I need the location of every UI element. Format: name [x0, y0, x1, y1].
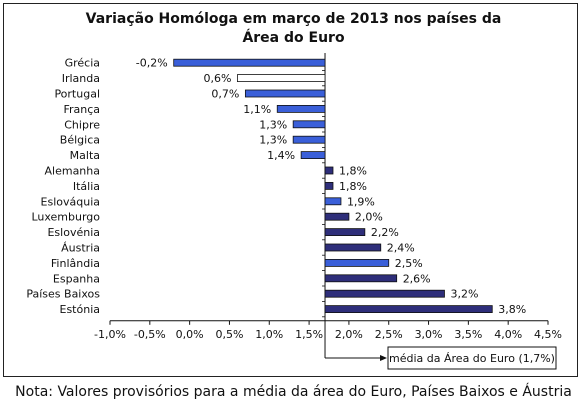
data-label: 0,6% — [203, 72, 231, 85]
data-label: 2,6% — [403, 272, 431, 285]
footnote: Nota: Valores provisórios para a média d… — [15, 384, 572, 400]
category-label: Chipre — [64, 118, 100, 131]
category-label: Itália — [73, 180, 100, 193]
annotation-arrowhead — [380, 355, 387, 361]
data-label: -0,2% — [136, 57, 168, 70]
category-label: Eslováquia — [41, 195, 100, 208]
data-label: 1,3% — [259, 134, 287, 147]
data-label: 2,4% — [387, 242, 415, 255]
chart-title-line1: Variação Homóloga em março de 2013 nos p… — [85, 11, 502, 27]
x-tick-label: -1,0% — [94, 328, 126, 341]
category-label: Países Baixos — [26, 288, 100, 301]
category-label: Bélgica — [60, 134, 100, 147]
x-tick-label: 1,0% — [255, 328, 283, 341]
data-label: 3,2% — [450, 288, 478, 301]
x-tick-label: 0,5% — [215, 328, 243, 341]
category-label: França — [63, 103, 100, 116]
x-tick-label: 0,0% — [176, 328, 204, 341]
data-label: 2,0% — [355, 211, 383, 224]
bar — [324, 258, 390, 267]
category-label: Luxemburgo — [31, 211, 100, 224]
x-tick-label: 4,5% — [534, 328, 562, 341]
data-label: 1,8% — [339, 165, 367, 178]
data-label: 1,4% — [267, 149, 295, 162]
x-tick-label: -0,5% — [134, 328, 166, 341]
annotation-box — [387, 346, 557, 370]
bar — [324, 197, 342, 206]
bar — [324, 181, 334, 190]
data-label: 0,7% — [211, 88, 239, 101]
bar — [324, 289, 445, 298]
category-label: Espanha — [53, 272, 100, 285]
category-label: Estónia — [60, 303, 101, 316]
bar — [276, 105, 326, 113]
bar — [173, 58, 326, 67]
bar — [324, 212, 350, 221]
bar — [324, 166, 334, 175]
data-label: 1,3% — [259, 118, 287, 131]
x-tick-label: 3,5% — [454, 328, 482, 341]
data-label: 1,9% — [347, 195, 375, 208]
category-label: Alemanha — [45, 165, 101, 178]
category-label: Grécia — [65, 57, 100, 70]
chart-frame — [3, 3, 578, 377]
data-label: 1,8% — [339, 180, 367, 193]
data-label: 2,2% — [371, 226, 399, 239]
bar — [237, 74, 326, 82]
x-tick-label: 4,0% — [494, 328, 522, 341]
data-label: 2,5% — [395, 257, 423, 270]
bar — [244, 89, 326, 98]
category-label: Portugal — [54, 88, 100, 101]
bar — [324, 228, 366, 237]
x-tick-label: 3,0% — [415, 328, 443, 341]
chart-title: Variação Homóloga em março de 2013 nos p… — [0, 10, 587, 48]
data-label: 3,8% — [498, 303, 526, 316]
annotation-text: média da Área do Euro (1,7%) — [389, 352, 555, 365]
category-label: Áustria — [61, 242, 100, 255]
bar — [300, 151, 326, 160]
bar-chart: -1,0% -0,5% 0,0% 0,5% 1,0% 1,5% 2,0% 2,5% 3,0% 3,… — [26, 53, 562, 370]
category-label: Malta — [70, 149, 100, 162]
category-label: Eslovénia — [47, 226, 100, 239]
bar — [324, 274, 398, 283]
chart-title-line2: Área do Euro — [242, 30, 345, 46]
x-tick-label: 2,0% — [335, 328, 363, 341]
bar — [324, 305, 493, 314]
x-tick-label: 1,5% — [295, 328, 323, 341]
bar — [292, 120, 326, 129]
bar — [324, 243, 382, 252]
data-label: 1,1% — [243, 103, 271, 116]
category-label: Irlanda — [62, 72, 100, 85]
bar — [292, 135, 326, 144]
category-label: Finlândia — [51, 257, 100, 270]
x-tick-label: 2,5% — [375, 328, 403, 341]
